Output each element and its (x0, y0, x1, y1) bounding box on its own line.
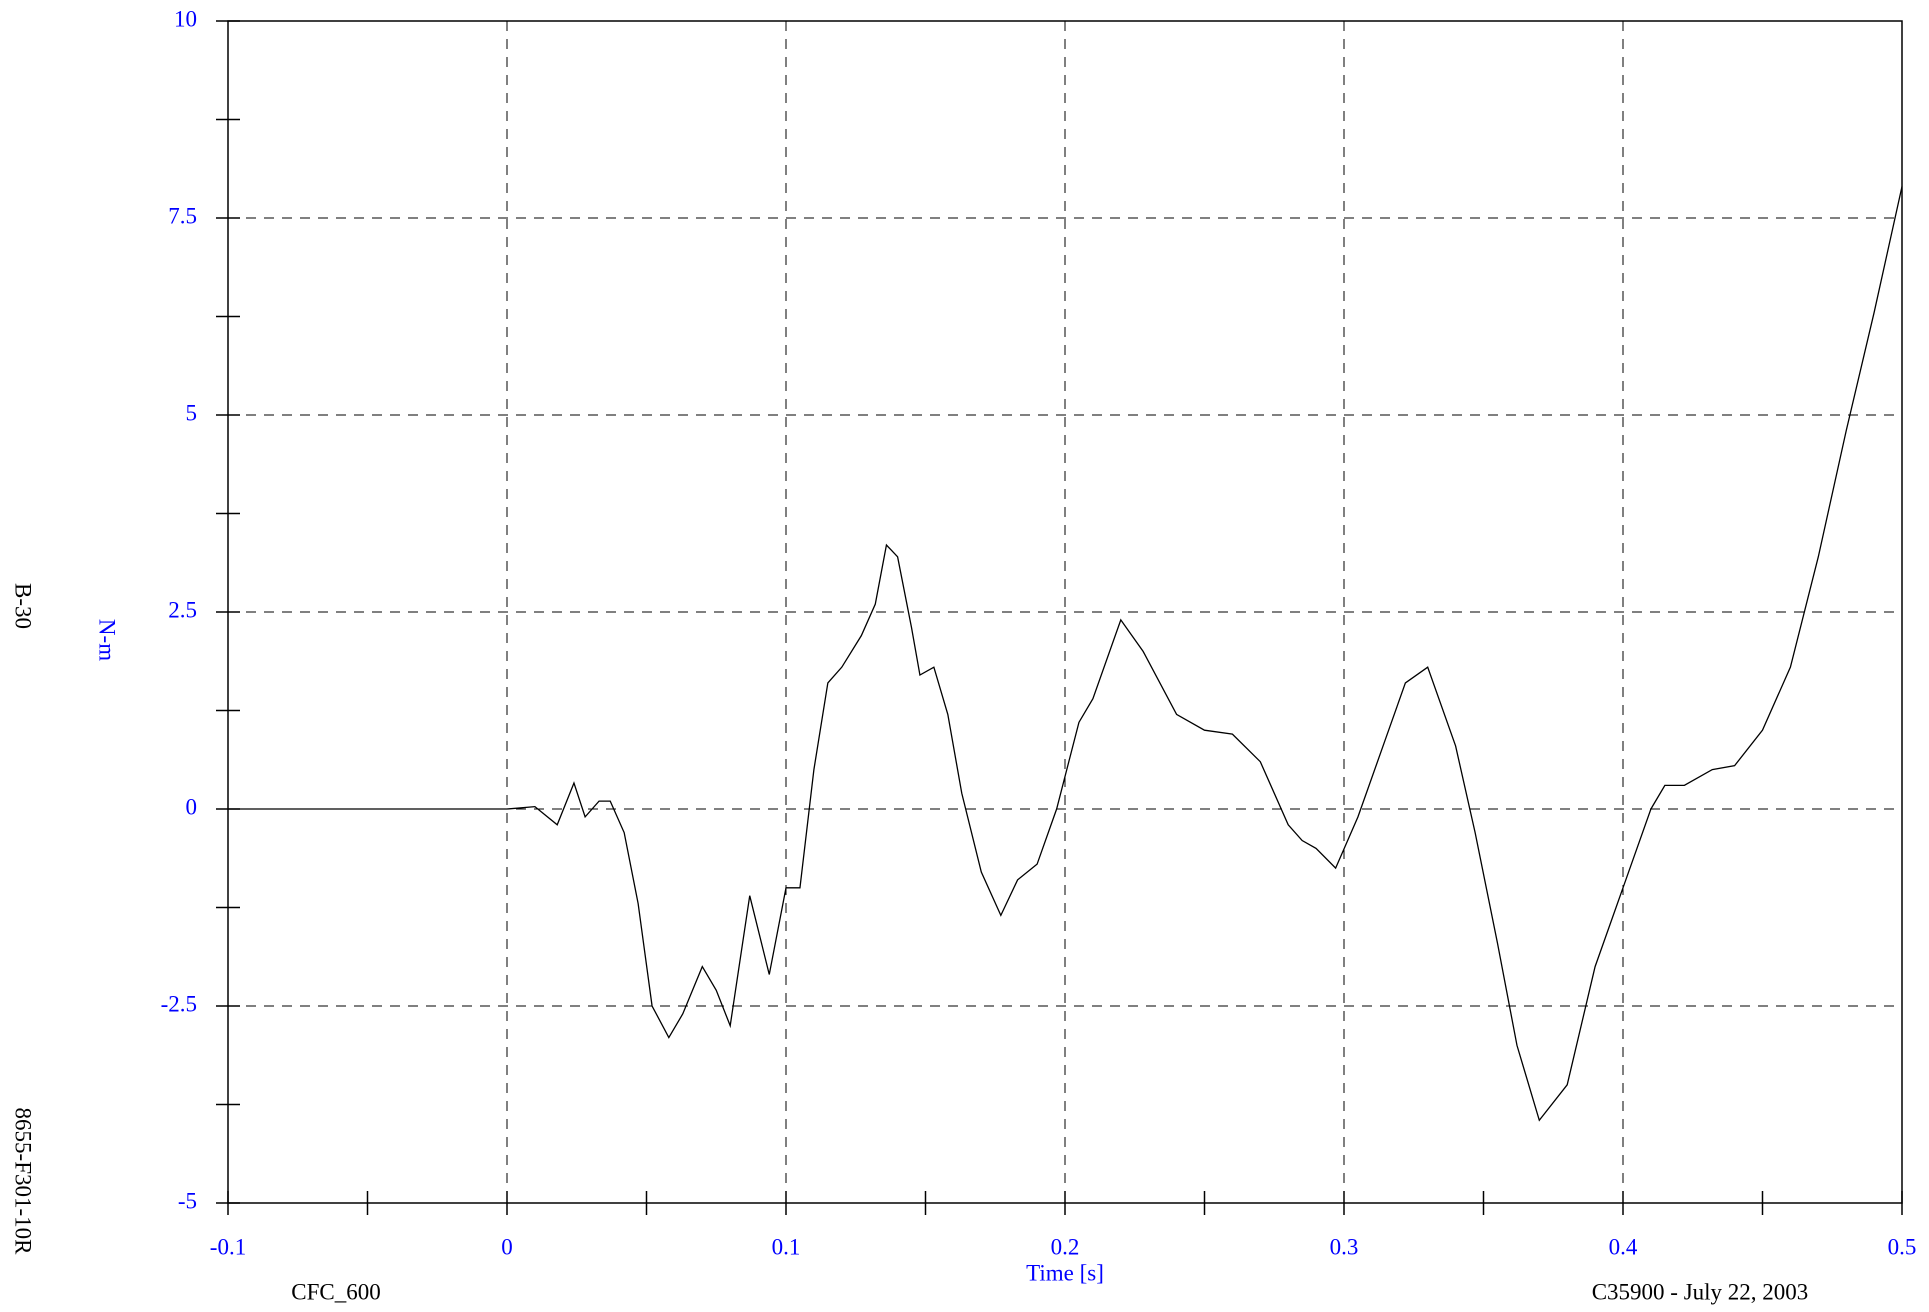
y-tick-label: 7.5 (168, 203, 197, 228)
x-tick-label: 0.4 (1609, 1234, 1638, 1259)
x-tick-label: -0.1 (210, 1234, 246, 1259)
y-tick-label: 10 (174, 6, 197, 31)
y-tick-label: 2.5 (168, 597, 197, 622)
y-tick-label: 5 (186, 400, 198, 425)
plot-frame (227, 20, 1903, 1204)
data-line (228, 186, 1903, 1122)
y-axis-label: N-m (95, 619, 120, 661)
x-tick-label: 0.5 (1888, 1234, 1917, 1259)
x-tick-label: 0.2 (1051, 1234, 1080, 1259)
x-axis-label: Time [s] (1026, 1260, 1104, 1285)
y-tick-label: -2.5 (161, 991, 197, 1016)
filter-label: CFC_600 (291, 1279, 380, 1304)
test-label: C35900 - July 22, 2003 (1592, 1279, 1809, 1304)
x-tick-label: 0.3 (1330, 1234, 1359, 1259)
x-tick-label: 0.1 (772, 1234, 801, 1259)
x-tick-label: 0 (501, 1234, 513, 1259)
side-label: B-30 (11, 583, 36, 629)
y-tick-label: 0 (186, 794, 198, 819)
y-tick-label: -5 (178, 1188, 197, 1213)
side-label: 8655-F301-10R (11, 1108, 36, 1256)
